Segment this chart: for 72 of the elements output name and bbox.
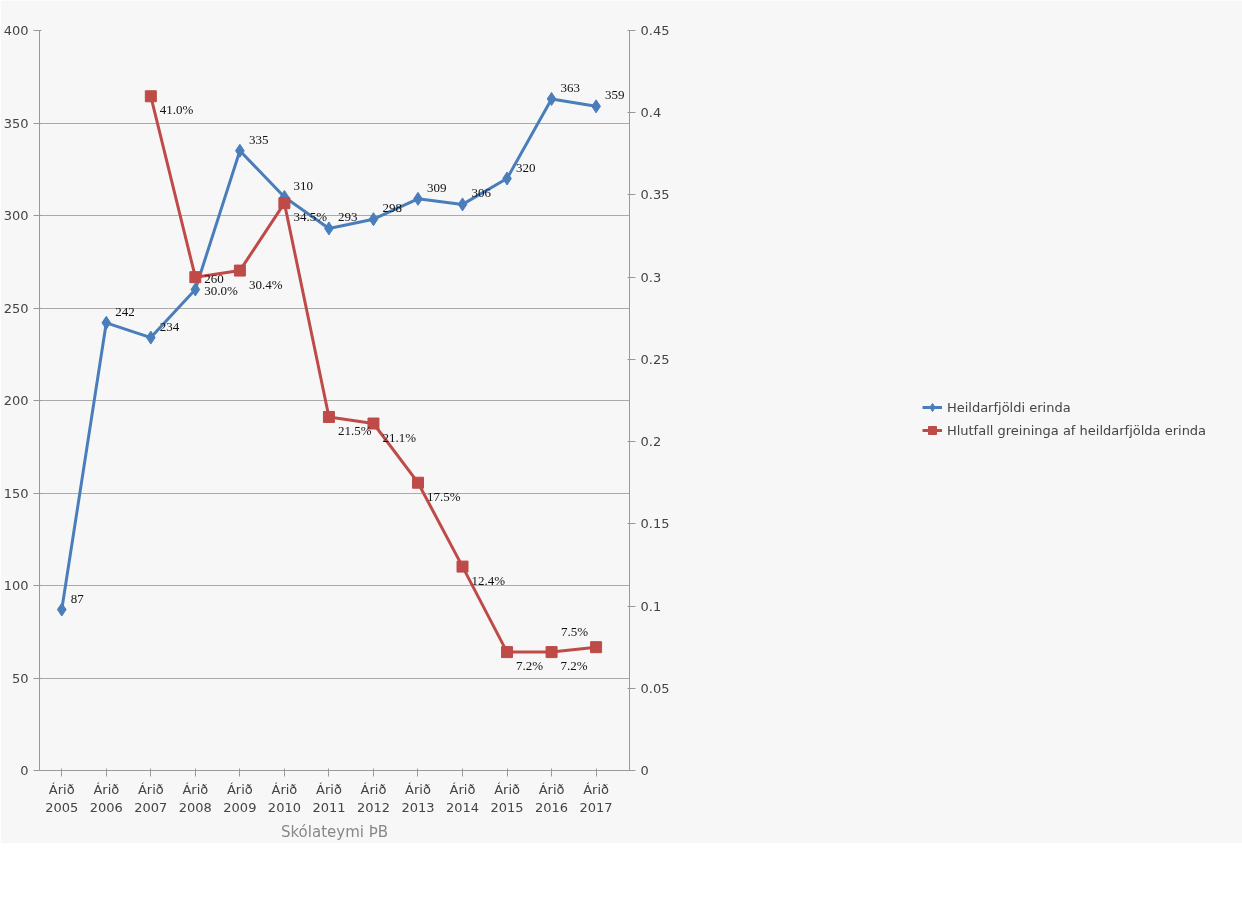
point — [56, 602, 67, 617]
x-tick-label: Árið 2014 — [445, 781, 480, 815]
point — [233, 264, 246, 277]
point — [545, 646, 558, 659]
data-label: 363 — [560, 79, 581, 95]
data-label: 12.4% — [471, 572, 506, 588]
point — [190, 282, 201, 297]
x-tick-label: Árið 2008 — [178, 781, 212, 815]
data-label: 234 — [159, 318, 180, 334]
y-tick-label: 150 — [3, 485, 29, 501]
x-tick-label: Árið 2012 — [356, 781, 391, 815]
data-label: 7.2% — [560, 658, 588, 674]
legend-label: Heildarfjöldi erinda — [946, 399, 1071, 415]
point — [501, 646, 514, 659]
data-label: 21.5% — [337, 422, 372, 438]
point — [278, 197, 291, 210]
data-label: 17.5% — [426, 488, 461, 504]
y2-tick-label: 0.2 — [640, 434, 662, 450]
y-tick-label: 250 — [3, 300, 29, 316]
data-label: 242 — [115, 303, 135, 319]
point — [457, 197, 468, 212]
data-label: 7.2% — [516, 658, 544, 674]
x-tick-label: Árið 2015 — [490, 781, 524, 815]
y-tick-label: 300 — [3, 208, 29, 223]
data-label: 7.5% — [561, 624, 589, 640]
data-label: 310 — [293, 178, 313, 193]
legend-label: Hlutfall greininga af heildarfjölda erinda — [946, 422, 1207, 438]
y2-tick-label: 0.15 — [640, 516, 670, 532]
data-label: 359 — [605, 87, 625, 103]
y2-tick-label: 0.4 — [640, 105, 662, 121]
y2-tick-label: 0.3 — [640, 269, 662, 285]
data-label: 30.4% — [248, 276, 283, 292]
data-label: 309 — [426, 179, 447, 195]
x-tick-label: Árið 2011 — [312, 781, 346, 815]
point — [322, 410, 335, 423]
y2-tick-label: 0.35 — [640, 187, 670, 203]
y-tick-label: 100 — [3, 578, 29, 593]
x-tick-label: Árið 2006 — [89, 781, 123, 815]
point — [144, 90, 157, 103]
x-tick-label: Árið 2017 — [579, 781, 613, 815]
y-tick-label: 50 — [11, 670, 29, 686]
y2-tick-label: 0.05 — [640, 680, 670, 696]
data-label: 30.0% — [204, 283, 239, 299]
y2-tick-label: 0.25 — [640, 351, 670, 367]
point — [590, 641, 603, 654]
point — [368, 212, 379, 227]
y-tick-label: 400 — [3, 23, 29, 38]
y2-tick-label: 0 — [640, 763, 649, 778]
x-tick-label: Árið 2013 — [401, 781, 435, 815]
y-tick-label: 0 — [20, 763, 29, 778]
point — [411, 476, 424, 489]
y2-tick-label: 0.1 — [640, 598, 662, 614]
x-tick-label: Árið 2005 — [45, 781, 79, 815]
data-label: 87 — [70, 590, 85, 606]
point — [145, 330, 156, 345]
y-tick-label: 350 — [3, 115, 29, 131]
data-label: 41.0% — [159, 102, 194, 118]
x-tick-label: Árið 2010 — [267, 781, 301, 815]
point — [546, 91, 557, 106]
data-label: 320 — [516, 159, 536, 175]
data-label: 293 — [337, 209, 358, 225]
data-label: 21.1% — [382, 429, 417, 445]
x-axis-title: Skólateymi ÞB — [280, 822, 389, 841]
point — [101, 315, 112, 330]
y2-tick-label: 0.45 — [640, 23, 670, 38]
y-tick-label: 200 — [3, 393, 29, 408]
point — [456, 560, 469, 573]
data-label: 335 — [248, 131, 269, 147]
x-tick-label: Árið 2007 — [134, 781, 168, 815]
x-tick-label: Árið 2016 — [535, 781, 569, 815]
point — [189, 271, 202, 284]
x-tick-label: Árið 2009 — [223, 781, 257, 815]
